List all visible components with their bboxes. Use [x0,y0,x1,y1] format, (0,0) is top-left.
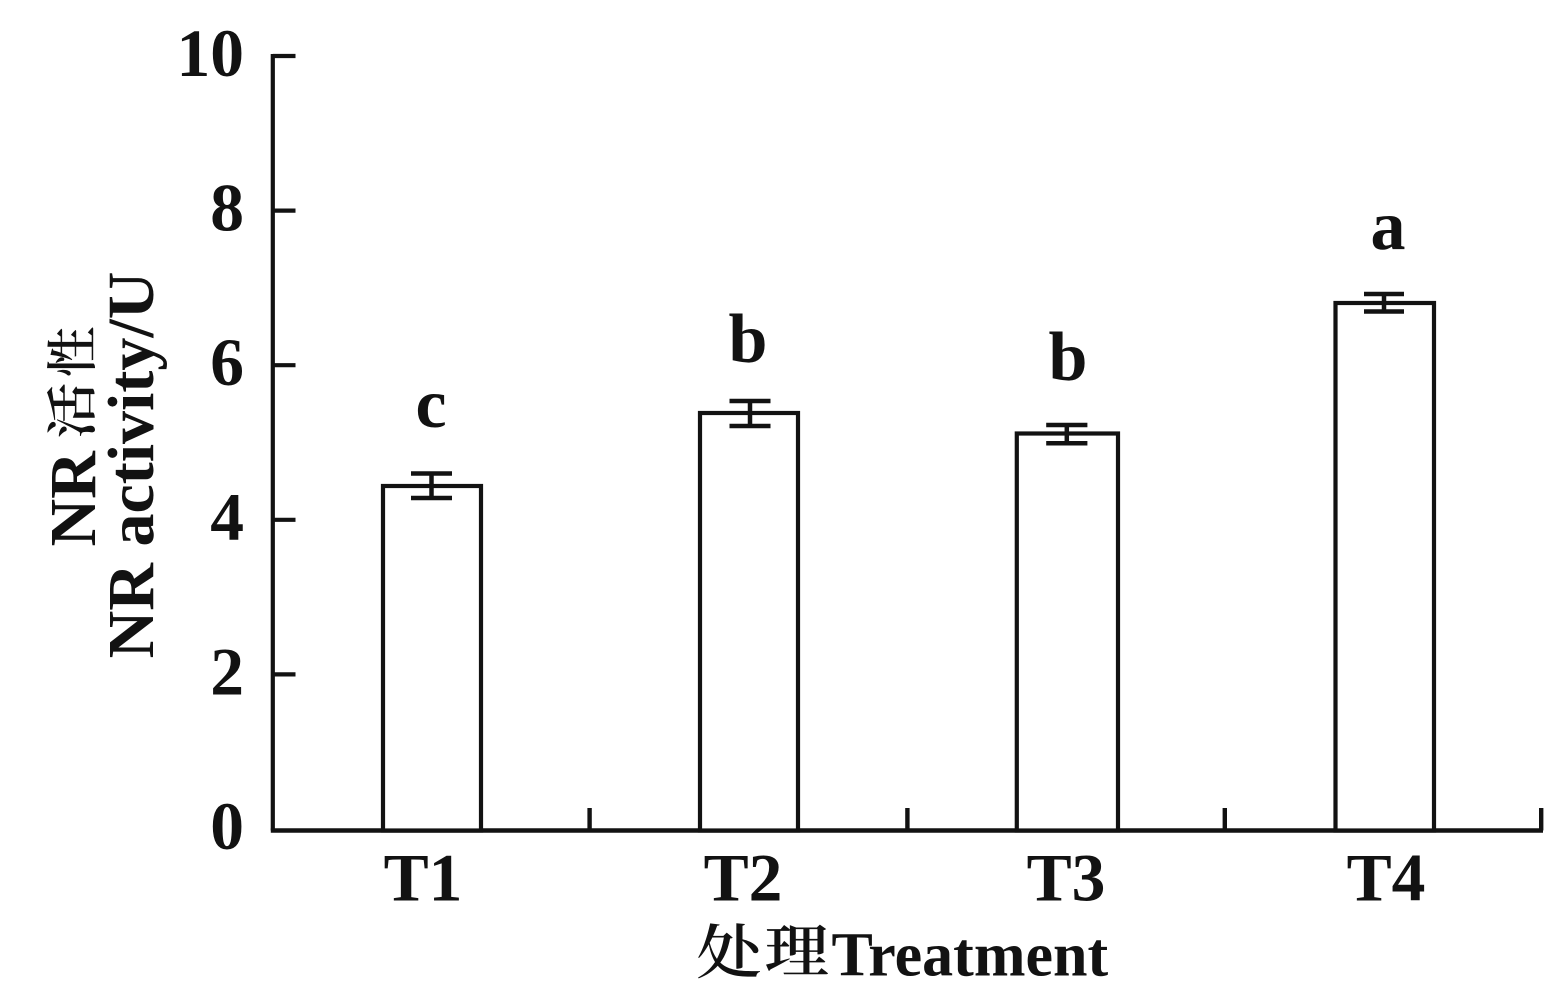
svg-text:Treatment: Treatment [832,921,1109,989]
svg-text:b: b [1049,319,1088,396]
svg-text:6: 6 [210,325,244,400]
svg-text:T2: T2 [704,841,783,916]
svg-text:NR activity/U: NR activity/U [95,272,168,659]
svg-text:NR: NR [37,450,110,547]
svg-text:0: 0 [210,789,244,864]
svg-text:10: 10 [177,16,245,91]
svg-text:b: b [729,301,768,378]
svg-text:T4: T4 [1347,841,1426,916]
svg-text:a: a [1371,188,1406,265]
svg-text:c: c [415,366,446,443]
svg-text:T1: T1 [384,841,463,916]
svg-text:T3: T3 [1027,841,1106,916]
svg-text:2: 2 [210,634,244,709]
svg-text:8: 8 [210,171,244,246]
svg-text:4: 4 [210,480,244,555]
